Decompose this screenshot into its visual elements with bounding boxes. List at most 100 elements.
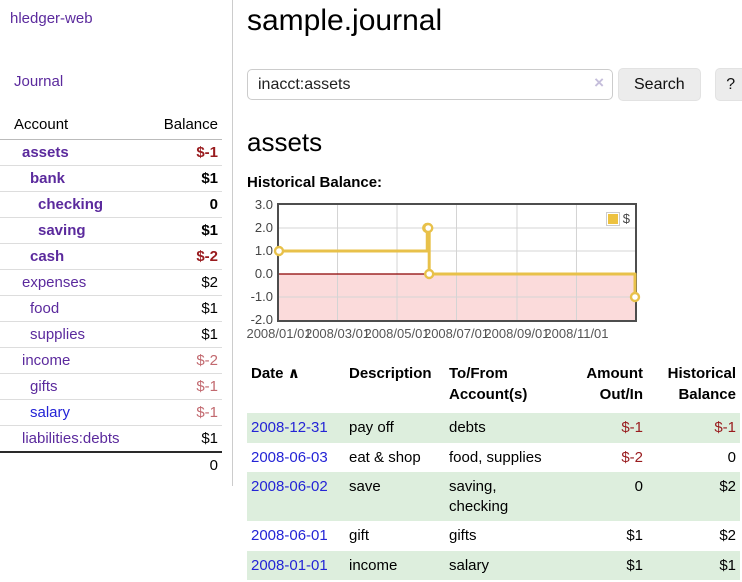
x-axis-tick-label: 2008/11/01 bbox=[544, 326, 609, 341]
register-header-date[interactable]: Date ∧ bbox=[251, 365, 300, 382]
x-axis-tick-label: 2008/07/01 bbox=[423, 326, 490, 341]
sidebar-account-link[interactable]: food bbox=[30, 300, 60, 317]
account-row: assets $-1 bbox=[0, 139, 222, 166]
transaction-accounts: salary bbox=[449, 556, 490, 574]
account-balance: $-1 bbox=[140, 139, 222, 166]
sidebar-item-journal[interactable]: Journal bbox=[14, 73, 64, 90]
account-row: gifts $-1 bbox=[0, 373, 222, 400]
search-form: × Search ? bbox=[247, 68, 742, 101]
transaction-description: eat & shop bbox=[349, 448, 421, 466]
transaction-accounts: debts bbox=[449, 419, 486, 436]
account-balance: $1 bbox=[140, 425, 222, 453]
chart-plot-area[interactable]: $ bbox=[273, 203, 641, 322]
register-header-accounts: To/From Account(s) bbox=[449, 365, 528, 403]
x-axis-tick-label: 2008/09/01 bbox=[484, 326, 550, 341]
transaction-row: 2008-12-31 pay off debts $-1 $-1 bbox=[247, 413, 740, 443]
sidebar-account-link[interactable]: income bbox=[22, 352, 71, 369]
legend-label: $ bbox=[622, 211, 630, 226]
accounts-header-account: Account bbox=[0, 113, 141, 140]
account-row: supplies $1 bbox=[0, 321, 222, 348]
help-button[interactable]: ? bbox=[714, 68, 742, 101]
transaction-description: gift bbox=[349, 527, 370, 544]
clear-search-icon[interactable]: × bbox=[594, 73, 604, 92]
sort-asc-icon: ∧ bbox=[287, 365, 300, 382]
transaction-amount: $1 bbox=[626, 527, 643, 544]
account-balance: $1 bbox=[140, 217, 222, 244]
transaction-date-link[interactable]: 2008-01-01 bbox=[251, 556, 328, 574]
transaction-date-link[interactable]: 2008-06-03 bbox=[251, 448, 328, 466]
transaction-accounts: gifts bbox=[449, 527, 477, 544]
register-header-description: Description bbox=[349, 365, 432, 382]
search-button[interactable]: Search bbox=[618, 68, 701, 101]
y-axis-tick-label: 2.0 bbox=[254, 220, 273, 235]
main-content: sample.journal × Search ? assets Histori… bbox=[233, 0, 742, 580]
legend-swatch-icon bbox=[605, 211, 620, 226]
sidebar-account-link[interactable]: gifts bbox=[30, 378, 58, 395]
transaction-row: 2008-01-01 income salary $1 $1 bbox=[247, 550, 740, 580]
chart-legend: $ bbox=[605, 211, 630, 226]
transaction-description: income bbox=[349, 556, 398, 574]
transaction-description: save bbox=[349, 478, 381, 495]
account-balance: $1 bbox=[140, 295, 222, 322]
sidebar-account-link[interactable]: assets bbox=[22, 144, 69, 161]
sidebar-account-link[interactable]: bank bbox=[30, 170, 66, 187]
account-balance: $-1 bbox=[140, 373, 222, 400]
account-balance: 0 bbox=[140, 191, 222, 218]
x-axis-tick-label: 2008/01/01 bbox=[246, 326, 312, 341]
account-balance: $-1 bbox=[140, 399, 222, 426]
sidebar-account-link[interactable]: expenses bbox=[22, 274, 87, 291]
transaction-accounts: food, supplies bbox=[449, 448, 542, 466]
account-row: food $1 bbox=[0, 295, 222, 322]
transaction-balance: $-1 bbox=[714, 419, 736, 436]
account-row: cash $-2 bbox=[0, 243, 222, 270]
balance-chart: 3.0 2.0 1.0 0.0 -1.0 -2.0 $ 2008/01/01 2008/03… bbox=[246, 198, 642, 343]
y-axis-tick-label: -2.0 bbox=[250, 312, 273, 327]
account-row: checking 0 bbox=[0, 191, 222, 218]
account-row: salary $-1 bbox=[0, 399, 222, 426]
account-row: income $-2 bbox=[0, 347, 222, 374]
sidebar-account-link[interactable]: cash bbox=[30, 248, 65, 265]
register-table: Date ∧ Description To/From Account(s) Am… bbox=[247, 361, 740, 580]
account-heading: assets bbox=[247, 127, 323, 157]
transaction-date-link[interactable]: 2008-12-31 bbox=[251, 419, 328, 436]
transaction-balance: $1 bbox=[719, 556, 736, 574]
transaction-amount: $-1 bbox=[621, 419, 643, 436]
transaction-date-link[interactable]: 2008-06-01 bbox=[251, 527, 328, 544]
page-title: sample.journal bbox=[247, 4, 443, 37]
sidebar-account-link[interactable]: liabilities:debts bbox=[22, 430, 120, 447]
account-row: saving $1 bbox=[0, 217, 222, 244]
transaction-balance: $2 bbox=[719, 478, 736, 495]
transaction-description: pay off bbox=[349, 419, 394, 436]
accounts-total-spacer bbox=[0, 451, 141, 478]
y-axis-tick-label: 1.0 bbox=[254, 243, 273, 258]
account-balance: $-2 bbox=[140, 347, 222, 374]
sidebar: hledger-web Journal Account Balance asse… bbox=[0, 0, 233, 486]
x-axis-tick-label: 2008/05/01 bbox=[364, 326, 430, 341]
x-axis-tick-label: 2008/03/01 bbox=[304, 326, 371, 341]
accounts-table: Account Balance assets $-1 bank $1 checking 0… bbox=[0, 113, 222, 478]
search-box: × bbox=[247, 69, 613, 100]
sidebar-account-link[interactable]: checking bbox=[38, 196, 104, 213]
account-balance: $-2 bbox=[140, 243, 222, 270]
transaction-balance: 0 bbox=[727, 448, 736, 466]
transaction-amount: $-2 bbox=[621, 448, 643, 466]
brand-link[interactable]: hledger-web bbox=[10, 10, 93, 27]
transaction-row: 2008-06-01 gift gifts $1 $2 bbox=[247, 521, 740, 551]
y-axis-tick-label: 0.0 bbox=[254, 266, 273, 281]
sidebar-account-link[interactable]: salary bbox=[30, 404, 71, 421]
transaction-row: 2008-06-03 eat & shop food, supplies $-2 0 bbox=[247, 443, 740, 473]
transaction-balance: $2 bbox=[719, 527, 736, 544]
accounts-header-row: Account Balance bbox=[0, 113, 222, 140]
transaction-accounts: saving, checking bbox=[449, 478, 509, 515]
sidebar-account-link[interactable]: saving bbox=[38, 222, 86, 239]
search-input[interactable] bbox=[247, 69, 613, 100]
accounts-total-value: 0 bbox=[140, 451, 222, 478]
accounts-header-balance: Balance bbox=[140, 113, 222, 140]
account-row: expenses $2 bbox=[0, 269, 222, 296]
account-balance: $1 bbox=[140, 165, 222, 192]
sidebar-account-link[interactable]: supplies bbox=[30, 326, 86, 343]
transaction-date-link[interactable]: 2008-06-02 bbox=[251, 478, 328, 495]
account-row: bank $1 bbox=[0, 165, 222, 192]
transaction-amount: $1 bbox=[626, 556, 643, 574]
